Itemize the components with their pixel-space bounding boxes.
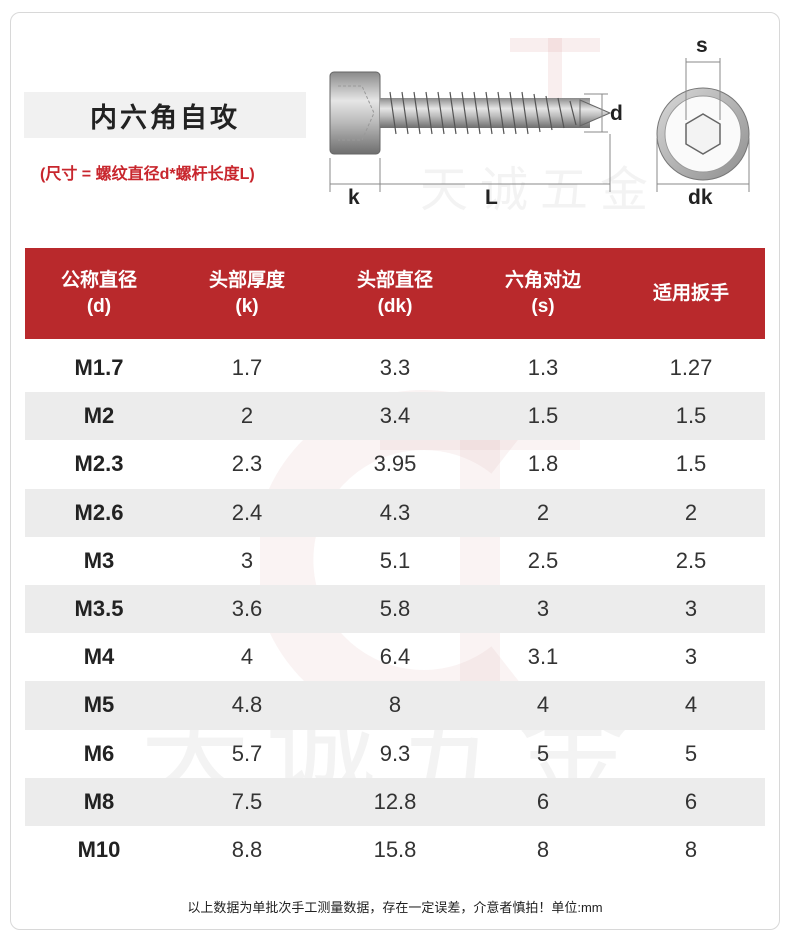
cell-dk: 5.8 [379,596,411,622]
label-dk: dk [688,186,713,209]
cell-size: M5 [83,692,115,718]
cell-wrench: 8 [684,836,698,862]
cell-dk: 3.3 [379,355,411,381]
cell-k: 8.8 [231,836,263,862]
cell-k: 2 [240,403,254,429]
header-nominal-diameter: 公称直径 (d) [60,269,137,317]
screw-diagram: k L d s dk [318,34,778,214]
cell-k: 7.5 [231,788,263,814]
product-title: 内六角自攻 [24,92,306,138]
table-body: M1.7 1.7 3.3 1.3 1.27 M2 2 3.4 1.5 1.5 M… [25,344,765,874]
table-row: M3 3 5.1 2.5 2.5 [25,537,765,585]
cell-size: M2.6 [74,499,124,525]
cell-s: 1.3 [527,355,559,381]
cell-wrench: 2.5 [675,547,707,573]
table-row: M2 2 3.4 1.5 1.5 [25,392,765,441]
cell-wrench: 3 [684,644,698,670]
label-k: k [348,186,360,209]
cell-dk: 3.4 [379,403,411,429]
cell-wrench: 1.27 [669,355,713,381]
cell-dk: 6.4 [379,644,411,670]
header-head-diameter: 头部直径 (dk) [356,269,433,317]
cell-k: 4 [240,644,254,670]
cell-size: M1.7 [74,355,124,381]
cell-size: M3 [83,547,115,573]
cell-wrench: 2 [684,499,698,525]
cell-k: 1.7 [231,355,263,381]
table-row: M10 8.8 15.8 8 8 [25,826,765,874]
cell-dk: 15.8 [373,836,417,862]
cell-k: 2.4 [231,499,263,525]
table-row: M8 7.5 12.8 6 6 [25,777,765,826]
page-frame [10,12,780,930]
table-row: M1.7 1.7 3.3 1.3 1.27 [25,344,765,392]
footer-disclaimer: 以上数据为单批次手工测量数据，存在一定误差，介意者慎拍！单位:mm [187,900,603,915]
cell-wrench: 6 [684,788,698,814]
cell-k: 3 [240,547,254,573]
cell-size: M2 [83,403,115,429]
cell-k: 3.6 [231,596,263,622]
cell-s: 1.5 [527,403,559,429]
cell-s: 3.1 [527,644,559,670]
table-row: M2.6 2.4 4.3 2 2 [25,488,765,537]
cell-s: 6 [536,788,550,814]
cell-dk: 9.3 [379,740,411,766]
header-head-thickness: 头部厚度 (k) [208,269,285,317]
cell-wrench: 4 [684,692,698,718]
cell-k: 4.8 [231,692,263,718]
cell-s: 8 [536,836,550,862]
cell-dk: 5.1 [379,547,411,573]
cell-s: 5 [536,740,550,766]
label-d: d [610,102,623,125]
cell-size: M6 [83,740,115,766]
table-row: M3.5 3.6 5.8 3 3 [25,584,765,634]
cell-k: 2.3 [231,451,263,477]
cell-dk: 12.8 [373,788,417,814]
cell-dk: 4.3 [379,499,411,525]
cell-dk: 3.95 [373,451,417,477]
cell-wrench: 1.5 [675,403,707,429]
cell-s: 4 [536,692,550,718]
cell-wrench: 5 [684,740,698,766]
label-s: s [696,34,708,57]
cell-size: M8 [83,788,115,814]
cell-dk: 8 [388,692,402,718]
cell-s: 2 [536,499,550,525]
header-wrench-size: 适用扳手 [652,282,729,304]
label-L: L [485,186,498,209]
cell-wrench: 3 [684,596,698,622]
cell-s: 2.5 [527,547,559,573]
cell-wrench: 1.5 [675,451,707,477]
size-note: (尺寸 = 螺纹直径d*螺杆长度L) [40,166,255,183]
screw-drawing [329,58,750,192]
cell-s: 1.8 [527,451,559,477]
cell-size: M4 [83,644,115,670]
cell-size: M3.5 [74,596,124,622]
spec-table: 公称直径 (d) 头部厚度 (k) 头部直径 (dk) 六角对边 (s) 适用扳… [25,248,765,874]
table-header: 公称直径 (d) 头部厚度 (k) 头部直径 (dk) 六角对边 (s) 适用扳… [25,248,765,339]
watermark-logo-top [510,38,600,108]
header-hex-across-flats: 六角对边 (s) [504,269,581,317]
table-row: M6 5.7 9.3 5 5 [25,730,765,778]
cell-size: M10 [77,836,121,862]
table-row: M5 4.8 8 4 4 [25,681,765,730]
table-row: M4 4 6.4 3.1 3 [25,633,765,681]
cell-s: 3 [536,596,550,622]
table-row: M2.3 2.3 3.95 1.8 1.5 [25,440,765,488]
cell-k: 5.7 [231,740,263,766]
cell-size: M2.3 [74,451,124,477]
